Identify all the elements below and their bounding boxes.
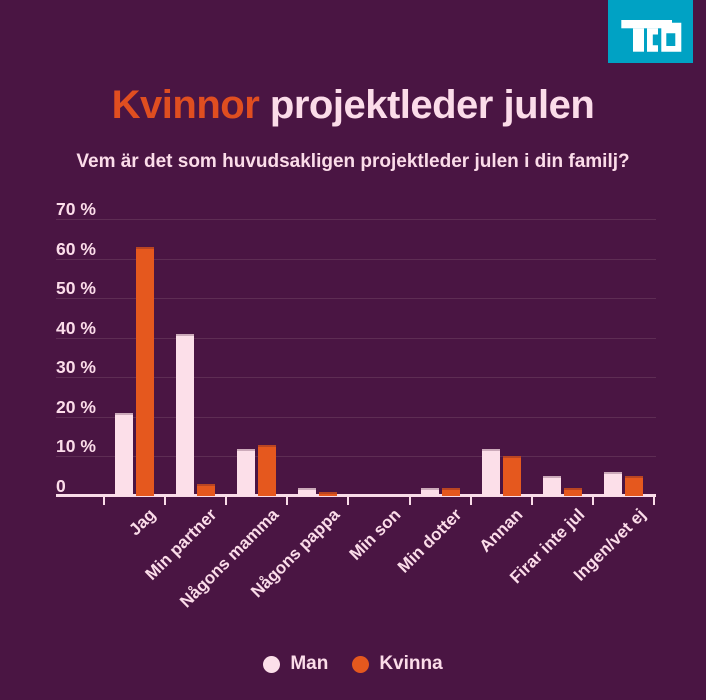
bar-kvinna-7 [502,456,521,496]
gridline-20 [56,416,656,418]
x-tick-mark [347,496,350,505]
page-title: Kvinnor projektleder julen [0,84,706,126]
chart-legend: Man Kvinna [0,648,706,680]
bar-man-9 [604,472,623,496]
legend-label: Kvinna [379,653,443,674]
legend-item-kvinna: Kvinna [352,653,443,675]
bar-man-7 [481,448,500,496]
x-tick-mark [653,496,656,505]
gridline-40 [56,337,656,339]
bar-man-1 [114,412,133,496]
x-tick-mark [102,496,105,505]
bar-kvinna-2 [196,484,215,496]
bar-kvinna-4 [319,492,338,496]
x-tick-mark [530,496,533,505]
bar-man-8 [543,476,561,496]
tco-logo [608,0,693,63]
x-tick-mark [163,496,166,505]
x-tick-mark [469,496,472,505]
x-tick-mark [224,496,227,505]
gridline-10 [56,456,656,458]
bar-kvinna-6 [441,488,460,496]
y-tick-label-30: 30 % [56,357,96,378]
gridline-50 [56,298,656,300]
y-tick-label-40: 40 % [56,317,96,338]
page-title-accent: Kvinnor [111,83,260,127]
legend-label: Man [290,653,329,674]
bar-man-6 [420,488,439,496]
bar-kvinna-1 [135,246,154,496]
tco-logo-icon [608,0,693,63]
legend-item-man: Man [263,653,328,675]
plot-area [56,219,656,505]
bar-kvinna-8 [564,488,582,496]
y-tick-label-20: 20 % [56,396,96,417]
gridline-60 [56,258,656,260]
bar-kvinna-3 [258,444,276,496]
x-tick-mark [286,496,289,505]
chart-question: Vem är det som huvudsakligen projektlede… [76,151,630,172]
y-tick-label-10: 10 % [56,436,96,457]
bar-man-3 [237,448,255,496]
legend-dot-icon [352,655,370,673]
legend-dot-icon [263,655,281,673]
gridline-30 [56,377,656,379]
gridline-70 [56,219,656,220]
y-tick-label-0: 0 [56,476,66,496]
x-tick-mark [592,496,595,505]
x-tick-mark [408,496,411,505]
y-tick-label-70: 70 % [56,199,96,219]
bar-man-4 [298,488,317,496]
page-title-rest: projektleder julen [269,83,595,127]
bar-kvinna-9 [625,476,644,496]
y-tick-label-60: 60 % [56,238,96,259]
x-axis-line [56,494,656,497]
bar-man-2 [175,333,194,496]
y-tick-label-50: 50 % [56,278,96,299]
